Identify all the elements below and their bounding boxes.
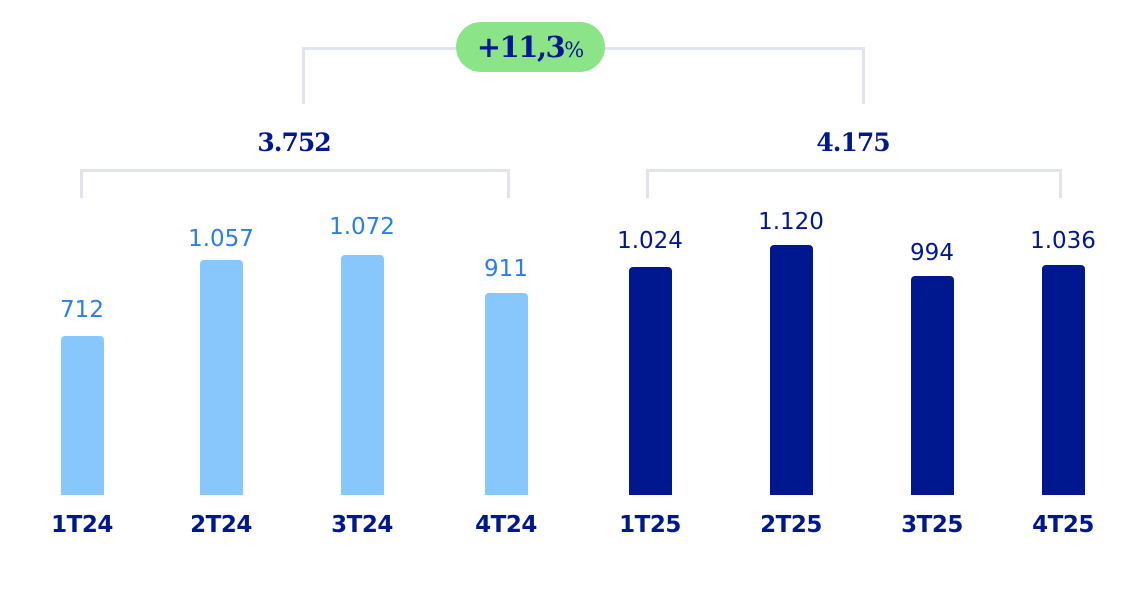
category-label-2T24: 2T24 xyxy=(190,512,252,538)
bar-2T25 xyxy=(770,245,813,495)
growth-bracket-right-vertical xyxy=(862,47,865,104)
total-2024: 3.752 xyxy=(257,128,331,157)
bracket-2024-left xyxy=(80,169,83,198)
growth-badge: +11,3% xyxy=(456,22,605,72)
value-label-1T25: 1.024 xyxy=(617,228,683,254)
bracket-2025-left xyxy=(646,169,649,198)
category-label-3T25: 3T25 xyxy=(901,512,963,538)
bracket-2024-right xyxy=(507,169,510,198)
category-label-4T25: 4T25 xyxy=(1032,512,1094,538)
category-label-1T25: 1T25 xyxy=(619,512,681,538)
category-label-1T24: 1T24 xyxy=(51,512,113,538)
growth-badge-text: +11,3% xyxy=(476,30,585,64)
bar-1T24 xyxy=(61,336,104,495)
bar-3T25 xyxy=(911,276,954,495)
category-label-3T24: 3T24 xyxy=(331,512,393,538)
value-label-1T24: 712 xyxy=(60,297,104,323)
bar-3T24 xyxy=(341,255,384,495)
growth-bracket-left-vertical xyxy=(302,47,305,104)
bracket-2024-horizontal xyxy=(80,169,510,172)
total-2025: 4.175 xyxy=(816,128,890,157)
value-label-3T25: 994 xyxy=(910,240,954,266)
bar-1T25 xyxy=(629,267,672,495)
bracket-2025-horizontal xyxy=(646,169,1062,172)
category-label-2T25: 2T25 xyxy=(760,512,822,538)
value-label-4T24: 911 xyxy=(484,256,528,282)
bar-2T24 xyxy=(200,260,243,495)
value-label-2T24: 1.057 xyxy=(188,226,254,252)
value-label-4T25: 1.036 xyxy=(1030,228,1096,254)
bar-4T25 xyxy=(1042,265,1085,495)
bracket-2025-right xyxy=(1059,169,1062,198)
bar-4T24 xyxy=(485,293,528,495)
category-label-4T24: 4T24 xyxy=(475,512,537,538)
value-label-3T24: 1.072 xyxy=(329,214,395,240)
value-label-2T25: 1.120 xyxy=(758,209,824,235)
